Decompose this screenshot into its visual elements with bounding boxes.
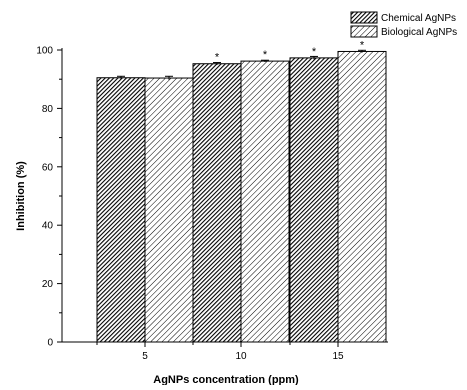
legend: Chemical AgNPs Biological AgNPs	[350, 11, 457, 38]
y-axis-label: Inhibition (%)	[15, 161, 27, 231]
x-tick-label-10: 10	[235, 351, 247, 362]
y-tick-label-80: 80	[42, 104, 54, 115]
y-tick-label-40: 40	[42, 221, 54, 232]
axes-layer	[57, 48, 388, 347]
bar-biological-10	[240, 60, 290, 343]
legend-label-biological: Biological AgNPs	[381, 27, 457, 38]
legend-label-chemical: Chemical AgNPs	[381, 13, 456, 24]
x-tick-label-15: 15	[332, 351, 344, 362]
x-tick-label-5: 5	[142, 351, 148, 362]
bar-biological-5	[144, 77, 194, 343]
legend-swatch-chemical	[350, 11, 378, 24]
significance-marker-chemical-15: *	[312, 46, 317, 58]
y-tick-label-60: 60	[42, 162, 54, 173]
bar-chemical-15	[289, 57, 339, 343]
bar-biological-15	[337, 50, 387, 343]
legend-swatch-biological	[350, 25, 378, 38]
bar-chemical-10	[192, 63, 242, 343]
y-tick-label-100: 100	[36, 46, 53, 57]
significance-marker-chemical-10: *	[215, 52, 220, 64]
y-tick-label-20: 20	[42, 279, 54, 290]
significance-marker-biological-10: *	[263, 49, 268, 61]
labels-layer: * * * * 0 20 40 60 80 100 5 10 15	[36, 39, 365, 362]
y-tick-label-0: 0	[47, 338, 53, 349]
bar-chemical-5	[96, 77, 146, 343]
significance-marker-biological-15: *	[360, 39, 365, 51]
bars-layer	[96, 49, 387, 343]
x-axis-label: AgNPs concentration (ppm)	[153, 374, 299, 385]
